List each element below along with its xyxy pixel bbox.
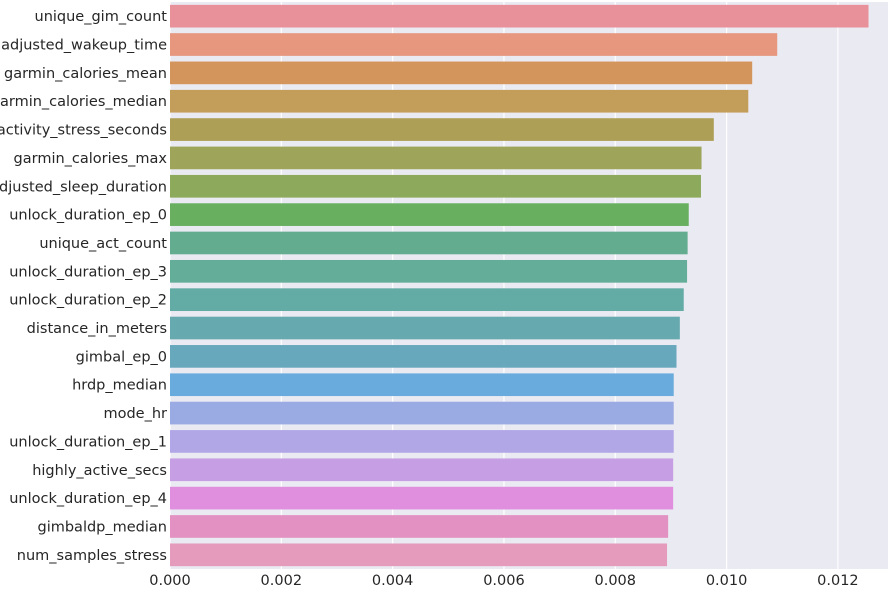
- y-tick-label: unique_act_count: [39, 236, 167, 252]
- x-tick-label: 0.012: [817, 573, 859, 589]
- y-tick-label: gimbaldp_median: [38, 519, 168, 535]
- bar-unlock-duration-ep-3: [170, 259, 688, 283]
- y-tick-label: unlock_duration_ep_4: [9, 491, 167, 507]
- bar-garmin-calories-median: [170, 89, 749, 113]
- y-tick-label: highly_active_secs: [32, 463, 167, 479]
- y-tick-label: distance_in_meters: [27, 321, 167, 337]
- bar-garmin-calories-max: [170, 146, 702, 170]
- x-tick-label: 0.006: [483, 573, 525, 589]
- y-tick-label: unlock_duration_ep_2: [9, 293, 167, 309]
- bar-unique-act-count: [170, 231, 688, 255]
- x-tick-label: 0.008: [595, 573, 637, 589]
- bar-highly-active-secs: [170, 458, 674, 482]
- y-tick-label: garmin_calories_max: [14, 151, 168, 167]
- bar-unlock-duration-ep-1: [170, 430, 674, 453]
- y-tick-label: adjusted_wakeup_time: [1, 38, 167, 54]
- y-tick-label: num_samples_stress: [17, 548, 167, 564]
- x-tick-label: 0.002: [261, 573, 303, 589]
- y-tick-label: unique_gim_count: [35, 9, 168, 25]
- bar-gimbal-ep-0: [170, 345, 677, 368]
- y-tick-label: hrdp_median: [72, 378, 167, 394]
- y-tick-label: garmin_calories_median: [0, 94, 167, 110]
- bar-mode-hr: [170, 401, 674, 425]
- bar-unlock-duration-ep-4: [170, 486, 674, 510]
- bar-unlock-duration-ep-0: [170, 203, 689, 226]
- bar-adjusted-wakeup-time: [170, 33, 778, 56]
- bar-garmin-calories-mean: [170, 61, 753, 85]
- bar-num-samples-stress: [170, 543, 668, 567]
- bar-unlock-duration-ep-2: [170, 288, 684, 312]
- bar-distance-in-meters: [170, 316, 680, 340]
- y-tick-label: unlock_duration_ep_1: [9, 434, 167, 450]
- y-tick-label: mode_hr: [103, 406, 167, 422]
- bar-gimbaldp-median: [170, 515, 669, 538]
- y-tick-label: gimbal_ep_0: [76, 349, 167, 365]
- y-tick-label: adjusted_sleep_duration: [0, 179, 167, 195]
- plot-background: [170, 2, 888, 569]
- x-tick-label: 0.000: [149, 573, 191, 589]
- bar-adjusted-sleep-duration: [170, 174, 701, 198]
- y-tick-label: garmin_calories_mean: [4, 66, 167, 82]
- y-tick-label: unlock_duration_ep_0: [9, 208, 167, 224]
- bar-activity-stress-seconds: [170, 118, 714, 141]
- bar-hrdp-median: [170, 373, 674, 397]
- x-tick-label: 0.010: [706, 573, 748, 589]
- y-tick-label: activity_stress_seconds: [0, 123, 167, 139]
- bar-unique-gim-count: [170, 4, 869, 28]
- y-tick-label: unlock_duration_ep_3: [9, 264, 167, 280]
- x-tick-label: 0.004: [372, 573, 414, 589]
